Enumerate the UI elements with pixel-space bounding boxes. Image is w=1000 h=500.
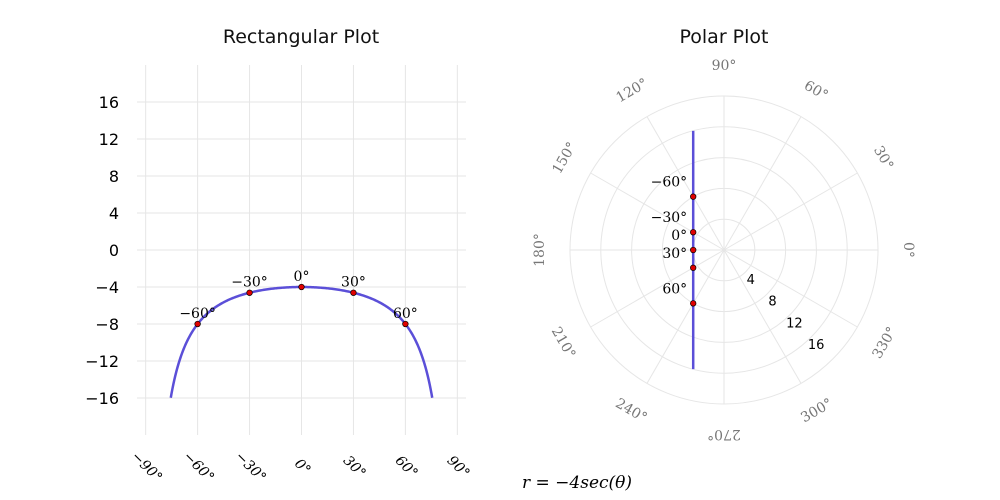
rect-x-tick-label: −90° (128, 449, 165, 486)
polar-data-point (690, 264, 697, 271)
polar-grid (569, 95, 879, 405)
rect-y-ticks: 16 12 8 4 0 −4 −8 −12 −16 (85, 93, 119, 408)
polar-angle-tick-label: 150° (549, 139, 580, 176)
rect-y-tick-label: 16 (99, 93, 119, 112)
rect-y-tick-label: −12 (85, 352, 119, 371)
polar-plot-title: Polar Plot (680, 26, 769, 48)
rect-y-tick-label: 8 (109, 167, 119, 186)
polar-data-point (690, 229, 697, 236)
polar-points: −60° −30° 0° 30° 60° (651, 175, 697, 307)
rect-y-tick-label: 12 (99, 130, 119, 149)
polar-radial-tick-label: 4 (747, 273, 755, 288)
polar-grid-spoke (646, 249, 725, 384)
polar-grid-spoke (590, 249, 725, 328)
polar-grid-spoke (646, 116, 725, 251)
rect-x-tick-label: 90° (444, 453, 473, 482)
polar-grid-spoke (723, 172, 858, 251)
rect-grid (137, 65, 466, 435)
polar-grid-spoke (590, 172, 725, 251)
polar-point-label: −60° (651, 175, 688, 191)
polar-radial-tick-label: 8 (768, 295, 776, 310)
rect-data-point (298, 283, 305, 291)
formula-text: r = −4sec(θ) (522, 473, 632, 493)
polar-data-point (690, 300, 697, 307)
rect-point-label: 30° (341, 275, 366, 291)
rect-point-label: −60° (179, 306, 216, 322)
rect-point-label: −30° (231, 275, 268, 291)
polar-radial-tick-label: 12 (786, 316, 803, 331)
rect-x-tick-label: −30° (232, 449, 269, 486)
rect-x-ticks: −90° −60° −30° 0° 30° 60° 90° (128, 449, 473, 486)
rect-plot-title: Rectangular Plot (223, 26, 379, 48)
rect-x-tick-label: −60° (180, 449, 217, 486)
polar-radial-tick-label: 16 (808, 338, 825, 353)
polar-point-label: 0° (671, 228, 687, 244)
polar-angle-tick-label: 30° (870, 143, 896, 173)
polar-angle-tick-label: 90° (712, 58, 737, 74)
rect-points: −60° −30° 0° 30° 60° (179, 269, 418, 328)
polar-grid-spoke (723, 249, 858, 328)
polar-data-point (690, 246, 697, 254)
rect-y-tick-label: 4 (109, 204, 119, 223)
rect-point-label: 0° (294, 269, 310, 285)
polar-grid-spoke (723, 116, 802, 251)
rect-y-tick-label: −8 (95, 315, 119, 334)
polar-grid-spoke (723, 249, 802, 384)
rect-y-tick-label: −4 (95, 278, 119, 297)
rect-x-tick-label: 60° (392, 453, 421, 482)
polar-data-point (690, 193, 697, 200)
polar-angle-tick-label: 300° (798, 396, 835, 427)
polar-angle-tick-label: 210° (548, 324, 579, 361)
rect-y-tick-label: 0 (109, 241, 119, 260)
rect-y-tick-label: −16 (85, 389, 119, 408)
rect-x-tick-label: 30° (340, 453, 369, 482)
polar-angle-tick-label: 330° (870, 324, 901, 361)
polar-angle-tick-label: 0° (900, 242, 916, 258)
rect-data-point (402, 320, 409, 328)
rect-data-point (350, 289, 357, 296)
rect-x-tick-label: 0° (291, 456, 314, 479)
polar-plot: Polar Plot 0°30°60°90°120°150°180°210°24… (532, 26, 916, 442)
polar-point-label: 30° (662, 246, 687, 262)
polar-point-label: 60° (662, 281, 687, 297)
rect-data-point (246, 289, 253, 296)
polar-angle-tick-label: 270° (707, 426, 741, 442)
rect-point-label: 60° (393, 306, 418, 322)
rect-data-point (194, 320, 201, 328)
polar-angle-tick-label: 120° (613, 75, 650, 106)
polar-point-label: −30° (651, 210, 688, 226)
polar-angle-tick-label: 180° (532, 233, 548, 267)
polar-angle-tick-label: 60° (801, 78, 831, 104)
polar-angle-tick-label: 240° (612, 396, 649, 427)
polar-radial-ticks: 48 12 16 (747, 273, 825, 353)
